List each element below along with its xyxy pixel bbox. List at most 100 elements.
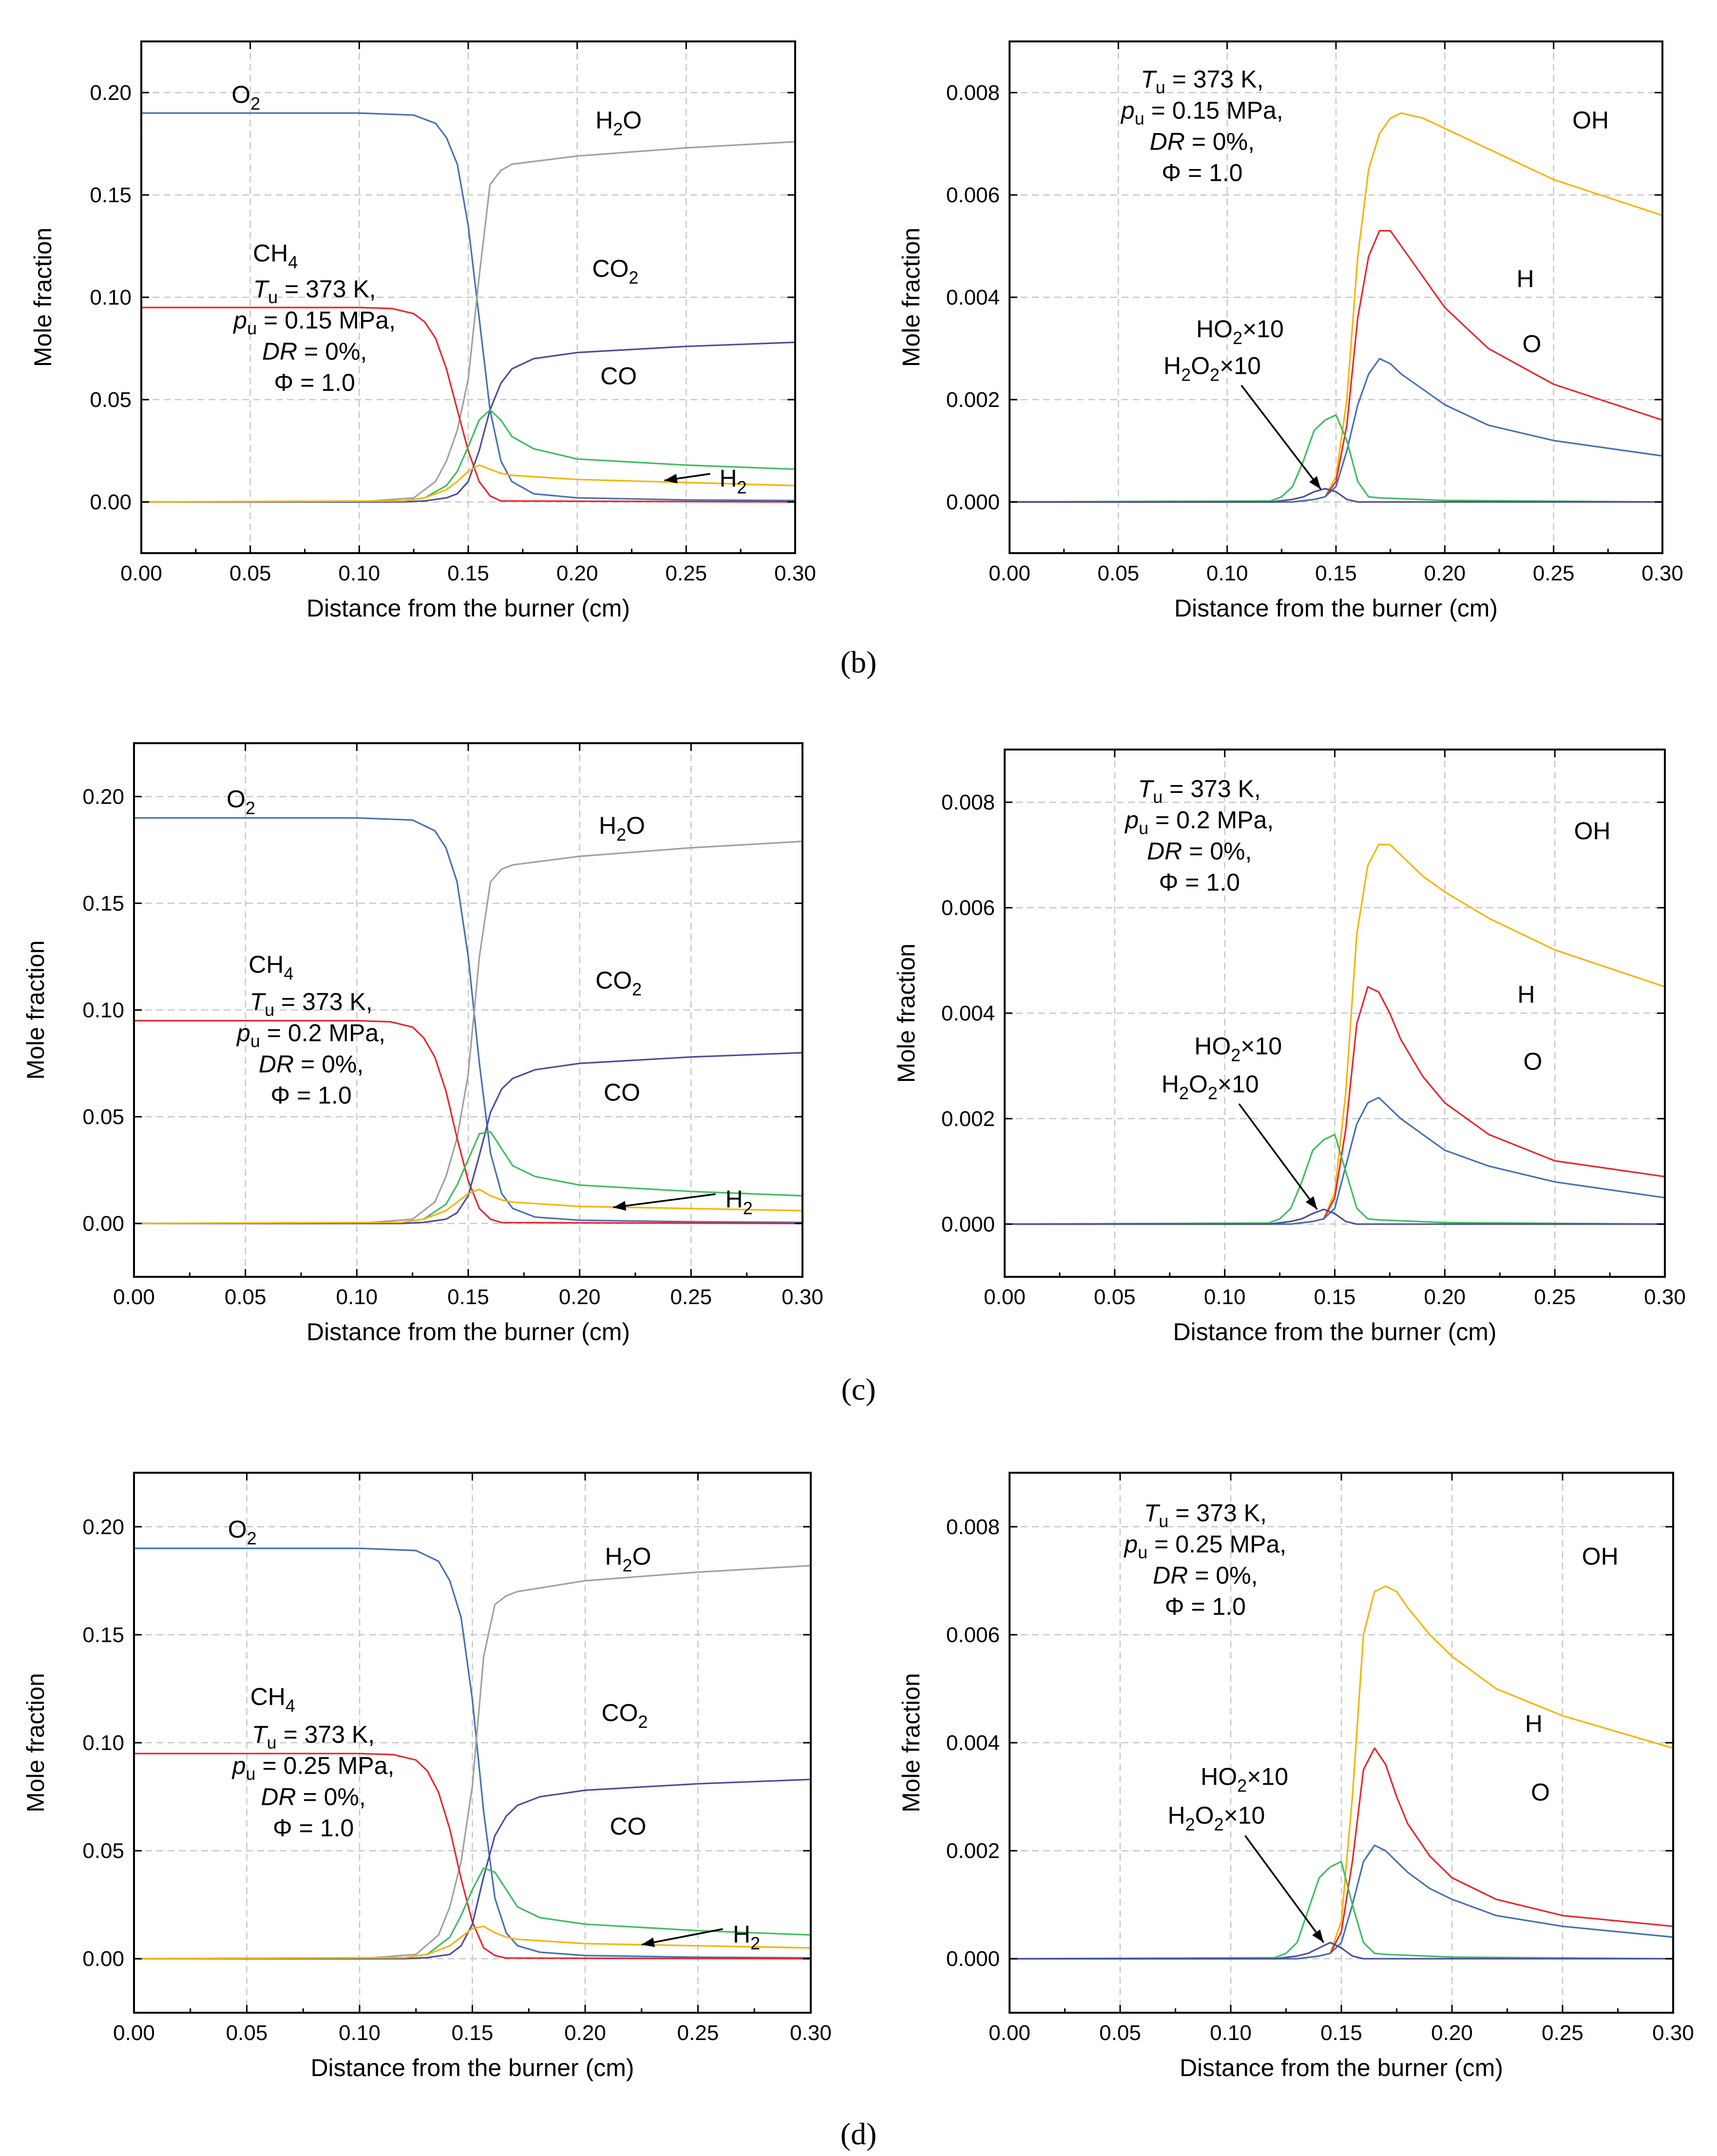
chart-b-major-condition-line-2: pu = 0.15 MPa, bbox=[232, 307, 396, 338]
chart-b-minor-xlabel: Distance from the burner (cm) bbox=[1174, 595, 1498, 622]
chart-b-major-xlabel: Distance from the burner (cm) bbox=[306, 595, 630, 622]
chart-c-major-xtick-label: 0.10 bbox=[336, 1285, 378, 1309]
chart-b-minor-xtick-label: 0.20 bbox=[1424, 561, 1466, 585]
chart-b-minor-xtick-label: 0.30 bbox=[1641, 561, 1683, 585]
chart-d-major-ytick-label: 0.05 bbox=[82, 1839, 124, 1863]
chart-d-minor-condition-line-4: Φ = 1.0 bbox=[1165, 1593, 1246, 1620]
chart-b-major-label-h2: H2 bbox=[719, 465, 746, 498]
chart-b-minor-xtick-label: 0.25 bbox=[1533, 561, 1575, 585]
chart-c-major-xtick-label: 0.20 bbox=[559, 1285, 601, 1309]
chart-c-minor-condition-line-4: Φ = 1.0 bbox=[1159, 868, 1240, 896]
chart-b-minor-label-ho2x10: HO2×10 bbox=[1196, 315, 1284, 348]
chart-d-minor-xtick-label: 0.20 bbox=[1431, 2021, 1473, 2045]
chart-b-minor-condition-line-4: Φ = 1.0 bbox=[1162, 159, 1242, 187]
chart-c-major-series-h2 bbox=[134, 1188, 803, 1225]
chart-b-major-ytick-label: 0.10 bbox=[90, 286, 132, 309]
chart-c-major-xtick-label: 0.05 bbox=[225, 1285, 267, 1309]
chart-c-minor-ytick-label: 0.002 bbox=[941, 1107, 995, 1131]
chart-c-major-ytick-label: 0.00 bbox=[82, 1212, 124, 1236]
chart-c-major-ytick-label: 0.15 bbox=[82, 892, 124, 916]
chart-d-minor-xtick-label: 0.05 bbox=[1099, 2021, 1141, 2045]
chart-c-minor-xtick-label: 0.10 bbox=[1204, 1285, 1246, 1309]
chart-d-minor-xtick-label: 0.25 bbox=[1542, 2021, 1583, 2045]
chart-c-major-label-co2: CO2 bbox=[595, 967, 642, 1000]
chart-c-minor-label-oh: OH bbox=[1574, 817, 1610, 845]
chart-d-major-series-co2 bbox=[134, 1778, 811, 1960]
chart-c-minor-label-ho2x10: HO2×10 bbox=[1194, 1032, 1282, 1065]
chart-b-major-series-ch4 bbox=[141, 307, 796, 503]
chart-c-minor-xtick-label: 0.05 bbox=[1094, 1285, 1136, 1309]
chart-b-minor-series-o bbox=[1010, 358, 1663, 503]
chart-d-major-xtick-label: 0.25 bbox=[677, 2021, 719, 2045]
chart-d-major-ytick-label: 0.00 bbox=[82, 1947, 124, 1971]
chart-d-minor-label-oh: OH bbox=[1582, 1542, 1619, 1570]
chart-c-minor-ytick-label: 0.004 bbox=[941, 1001, 995, 1025]
chart-b-major-condition-line-3: DR = 0%, bbox=[262, 338, 367, 365]
chart-c-major-series-co bbox=[134, 1131, 803, 1225]
chart-c-major-ytick-label: 0.05 bbox=[82, 1105, 124, 1129]
chart-d-major-ylabel: Mole fraction bbox=[22, 1673, 49, 1812]
chart-c-minor-ytick-label: 0.008 bbox=[941, 790, 995, 814]
chart-c-major-series-ch4 bbox=[134, 1020, 803, 1225]
chart-c-major-condition-line-3: DR = 0%, bbox=[259, 1051, 363, 1078]
chart-d-major: 0.00 0.05 0.10 0.15 0.20 0.25 0.30 0.00 0.05 0.10… bbox=[22, 1472, 832, 2081]
chart-c-minor-xtick-label: 0.30 bbox=[1644, 1285, 1686, 1309]
chart-d-major-condition-line-2: pu = 0.25 MPa, bbox=[231, 1752, 395, 1784]
chart-d-minor-condition-line-2: pu = 0.25 MPa, bbox=[1123, 1531, 1286, 1562]
panel-label-b: (b) bbox=[840, 645, 877, 679]
chart-d-major-series-h2 bbox=[134, 1925, 811, 1960]
chart-b-minor-ylabel: Mole fraction bbox=[897, 228, 925, 367]
chart-b-major-xtick-label: 0.20 bbox=[556, 561, 598, 585]
chart-c-minor-label-o: O bbox=[1524, 1048, 1543, 1075]
chart-c-major-xtick-label: 0.25 bbox=[670, 1285, 712, 1309]
chart-d-minor-ytick-label: 0.000 bbox=[946, 1947, 1000, 1971]
chart-b-major-series-h2 bbox=[141, 464, 796, 503]
chart-c-major-condition-line-4: Φ = 1.0 bbox=[270, 1082, 351, 1109]
chart-c-major-ytick-label: 0.10 bbox=[82, 999, 124, 1022]
chart-d-minor-xtick-label: 0.15 bbox=[1320, 2021, 1362, 2045]
chart-c-major-xtick-label: 0.15 bbox=[447, 1285, 489, 1309]
chart-c-minor-series-o bbox=[1005, 1097, 1665, 1225]
chart-c-major: 0.00 0.05 0.10 0.15 0.20 0.25 0.30 0.00 0.05 0.10… bbox=[22, 742, 823, 1346]
chart-c-major-label-co: CO bbox=[604, 1079, 640, 1106]
chart-c-minor-xtick-label: 0.25 bbox=[1534, 1285, 1576, 1309]
chart-d-major-condition-line-1: Tu = 373 K, bbox=[252, 1721, 375, 1752]
chart-b-major-series-h2o bbox=[141, 141, 796, 503]
chart-d-major-label-co: CO bbox=[610, 1812, 646, 1840]
chart-b-minor-series-h2o2x10 bbox=[1010, 488, 1662, 503]
chart-c-minor-label-h2o2x10: H2O2×10 bbox=[1162, 1070, 1259, 1103]
chart-d-major-xtick-label: 0.30 bbox=[790, 2021, 832, 2045]
chart-c-major-label-h2: H2 bbox=[725, 1186, 753, 1218]
chart-c-major-series-o2 bbox=[134, 817, 803, 1223]
chart-b-minor: 0.00 0.05 0.10 0.15 0.20 0.25 0.30 0.000 0.002 0.… bbox=[897, 40, 1683, 622]
chart-d-major-xtick-label: 0.00 bbox=[113, 2021, 155, 2045]
chart-c-minor-series-ho2x10 bbox=[1004, 1134, 1665, 1225]
chart-d-minor-series-h2o2x10 bbox=[1010, 1942, 1673, 1960]
chart-c-minor-xtick-label: 0.20 bbox=[1424, 1285, 1466, 1309]
chart-d-major-xtick-label: 0.20 bbox=[564, 2021, 606, 2045]
chart-b-minor-xtick-label: 0.00 bbox=[989, 561, 1030, 585]
chart-d-minor-ytick-label: 0.008 bbox=[946, 1515, 1000, 1539]
chart-c-major-label-o2: O2 bbox=[227, 785, 255, 818]
chart-b-minor-label-h2o2x10: H2O2×10 bbox=[1164, 352, 1261, 385]
chart-c-major-series-co2 bbox=[134, 1052, 803, 1225]
chart-d-major-condition-line-4: Φ = 1.0 bbox=[273, 1814, 354, 1842]
chart-b-major-label-ch4: CH4 bbox=[253, 240, 298, 272]
chart-c-major-arrowhead bbox=[613, 1201, 627, 1211]
chart-d-major-ytick-label: 0.10 bbox=[82, 1731, 124, 1755]
chart-c-major-ylabel: Mole fraction bbox=[22, 940, 49, 1079]
chart-b-minor-condition-line-1: Tu = 373 K, bbox=[1141, 66, 1263, 97]
chart-b-major-xtick-label: 0.10 bbox=[339, 561, 381, 585]
chart-c-minor-condition-line-2: pu = 0.2 MPa, bbox=[1124, 806, 1274, 838]
chart-d-major-arrow-h2 bbox=[641, 1928, 723, 1946]
chart-b-major-ytick-label: 0.00 bbox=[90, 490, 132, 514]
chart-b-minor-series-ho2x10 bbox=[1009, 414, 1663, 503]
chart-d-major-label-h2o: H2O bbox=[605, 1542, 651, 1575]
chart-d-major-label-h2: H2 bbox=[733, 1921, 760, 1953]
chart-c-major-arrow-h2 bbox=[613, 1193, 716, 1209]
chart-d-major-label-ch4: CH4 bbox=[250, 1683, 295, 1715]
chart-d-minor-ylabel: Mole fraction bbox=[897, 1673, 925, 1812]
chart-c-minor-condition-line-1: Tu = 373 K, bbox=[1138, 775, 1261, 807]
chart-c-major-ytick-label: 0.20 bbox=[82, 785, 124, 809]
